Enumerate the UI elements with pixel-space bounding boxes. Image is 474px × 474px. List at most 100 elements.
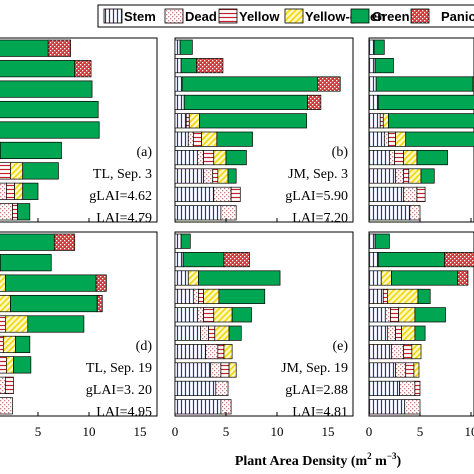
panel-1: (a) TL, Sep. 3 gLAI=4.62 LAI=4.79 <box>0 37 158 226</box>
legend-swatch-green <box>350 8 370 24</box>
x-tick-label: 0 <box>366 424 373 439</box>
x-tick-label: 15 <box>322 424 335 439</box>
bar-segment-dead <box>387 325 396 341</box>
bar-segment-dead <box>197 150 204 166</box>
legend-swatch-yellow <box>218 8 238 24</box>
bar-segment-stem <box>174 270 189 286</box>
bar-segment-yellow <box>6 182 15 200</box>
bar-segment-yellow_green <box>2 335 16 354</box>
bar-segment-dead <box>210 362 222 378</box>
bar-segment-yellow <box>12 203 18 221</box>
bar-segment-green <box>227 168 237 184</box>
bar-segment-stem <box>174 325 201 341</box>
bar-segment-yellow_green <box>398 307 416 323</box>
bar-segment-yellow <box>394 150 405 166</box>
bar-segment-yellow <box>390 307 399 323</box>
bar-segment-green <box>0 141 62 160</box>
panel-annotation: LAI=4.95 <box>96 405 152 420</box>
x-tick-label: 10 <box>83 424 96 439</box>
legend-swatch-dead <box>164 8 184 24</box>
bar-segment-yellow <box>388 131 396 147</box>
bar-segment-green <box>228 325 242 341</box>
bar-segment-green <box>183 94 308 110</box>
bar-segment-green <box>179 39 193 55</box>
bar-segment-yellow <box>193 131 202 147</box>
bar-segment-yellow_green <box>213 307 233 323</box>
bar-segment-yellow <box>217 344 225 360</box>
bar-segment-yellow_green <box>214 325 230 341</box>
bar-segment-yellow <box>220 362 230 378</box>
bar-segment-panicle <box>53 233 76 251</box>
bar-segment-stem <box>174 76 183 92</box>
bar-segment-stem <box>174 113 187 129</box>
x-tick-label: 5 <box>35 424 42 439</box>
bar-segment-dead <box>391 344 405 360</box>
bar-segment-yellow_green <box>0 294 11 313</box>
bar-segment-green <box>17 203 31 221</box>
panel-annotation: gLAI=2.88 <box>285 383 348 398</box>
bar-segment-yellow_green <box>380 270 392 286</box>
bar-segment-stem <box>174 380 217 396</box>
bar-segment-yellow_green <box>14 182 24 200</box>
x-tick-label: 5 <box>417 424 424 439</box>
bar-segment-green <box>199 113 307 129</box>
bar-segment-yellow <box>198 288 204 304</box>
legend-label-panicle: Panicle <box>441 9 474 24</box>
bar-segment-green <box>0 80 93 98</box>
bar-segment-stem <box>174 233 182 249</box>
bar-segment-green <box>216 131 253 147</box>
legend-swatch-yellow_green <box>284 8 304 24</box>
bar-segment-stem <box>174 150 198 166</box>
bar-segment-green <box>405 131 474 147</box>
bar-segment-stem <box>368 186 405 202</box>
bar-segment-stem <box>174 186 215 202</box>
bar-segment-yellow_green <box>408 168 422 184</box>
bar-segment-yellow_green <box>6 356 14 374</box>
bar-segment-stem <box>368 113 381 129</box>
bar-segment-yellow <box>395 325 402 341</box>
bar-segment-yellow <box>203 307 215 323</box>
bar-segment-panicle <box>317 76 341 92</box>
panel-annotation: gLAI=4.62 <box>89 189 152 204</box>
bar-segment-green <box>22 162 59 180</box>
bar-segment-stem <box>368 150 390 166</box>
panel-frame <box>368 37 474 223</box>
bar-segment-green <box>414 307 446 323</box>
bar-segment-yellow <box>414 380 421 396</box>
bar-segment-stem <box>174 58 182 74</box>
panel-tag: (e) <box>332 339 348 354</box>
bar-segment-stem <box>174 131 189 147</box>
bar-segment-green <box>15 335 31 354</box>
bar-segment-yellow <box>405 362 415 378</box>
panel-annotation: gLAI=3. 20 <box>86 383 152 398</box>
bar-segment-green <box>198 270 281 286</box>
bar-segment-yellow <box>403 344 413 360</box>
bar-segment-panicle <box>444 252 474 268</box>
bar-segment-green <box>414 325 426 341</box>
bar-segment-yellow <box>0 335 4 354</box>
bar-segment-dead <box>187 131 194 147</box>
bar-segment-stem <box>368 380 400 396</box>
panel-4: 5 10 15 (d) TL, Sep. 19 gLAI=3. 20 LAI=4.95 <box>0 231 158 439</box>
bar-segment-yellow_green <box>223 344 233 360</box>
bar-segment-green <box>13 356 32 374</box>
bar-segment-green <box>0 60 76 78</box>
panel-frame <box>368 231 474 417</box>
bar-segment-green <box>180 233 191 249</box>
bar-segment-green <box>375 76 474 92</box>
panel-annotation: JM, Sep. 19 <box>281 361 348 376</box>
panel-annotation: TL, Sep. 19 <box>86 361 152 376</box>
bar-segment-stem <box>368 76 377 92</box>
bar-segment-stem <box>174 94 185 110</box>
x-tick-label: 15 <box>134 424 147 439</box>
bar-segment-yellow_green <box>213 150 227 166</box>
bar-segment-green <box>388 113 474 129</box>
panel-2: (b) JM, Sep. 3 gLAI=5.90 LAI=7.20 <box>174 37 354 226</box>
bar-segment-green <box>225 150 247 166</box>
panel-tag: (d) <box>136 339 153 354</box>
panel-annotation: LAI=7.20 <box>292 211 348 226</box>
panel-3 <box>368 37 474 223</box>
legend-label-dead: Dead <box>185 9 217 24</box>
